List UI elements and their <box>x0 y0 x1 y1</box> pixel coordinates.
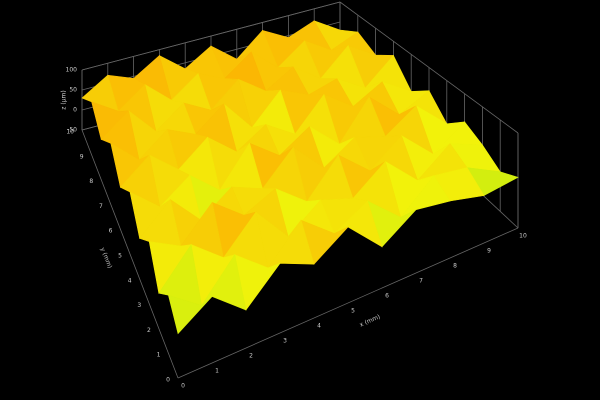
y-tick-label: 10 <box>66 129 74 136</box>
x-tick-label: 8 <box>453 263 457 270</box>
z-axis-title: z (µm) <box>61 90 68 109</box>
z-tick-label: 50 <box>69 87 77 94</box>
surface-patch <box>167 294 213 335</box>
y-tick-label: 3 <box>137 302 141 309</box>
y-tick-label: 8 <box>89 178 93 185</box>
z-tick-label: 0 <box>73 107 77 114</box>
grid-line <box>81 1 341 71</box>
x-tick-label: 5 <box>351 308 355 315</box>
surface <box>81 20 519 335</box>
y-tick-label: 9 <box>80 153 84 160</box>
z-tick-label: -50 <box>67 127 77 134</box>
x-tick-label: 9 <box>487 248 491 255</box>
z-tick-label: 100 <box>66 67 78 74</box>
y-tick-label: 0 <box>166 377 170 384</box>
x-tick-label: 1 <box>215 368 219 375</box>
x-tick-label: 4 <box>317 323 321 330</box>
y-tick-label: 6 <box>109 228 113 235</box>
y-tick-label: 4 <box>128 277 132 284</box>
y-tick-label: 7 <box>99 203 103 210</box>
x-tick-label: 10 <box>519 233 527 240</box>
y-tick-label: 5 <box>118 253 122 260</box>
x-tick-label: 3 <box>283 338 287 345</box>
x-tick-label: 2 <box>249 353 253 360</box>
x-tick-label: 7 <box>419 278 423 285</box>
y-tick-label: 2 <box>147 327 151 334</box>
box-edge <box>177 227 519 379</box>
x-tick-label: 6 <box>385 293 389 300</box>
y-tick-label: 1 <box>157 352 161 359</box>
x-tick-label: 0 <box>181 383 185 390</box>
box-edge <box>81 129 179 379</box>
